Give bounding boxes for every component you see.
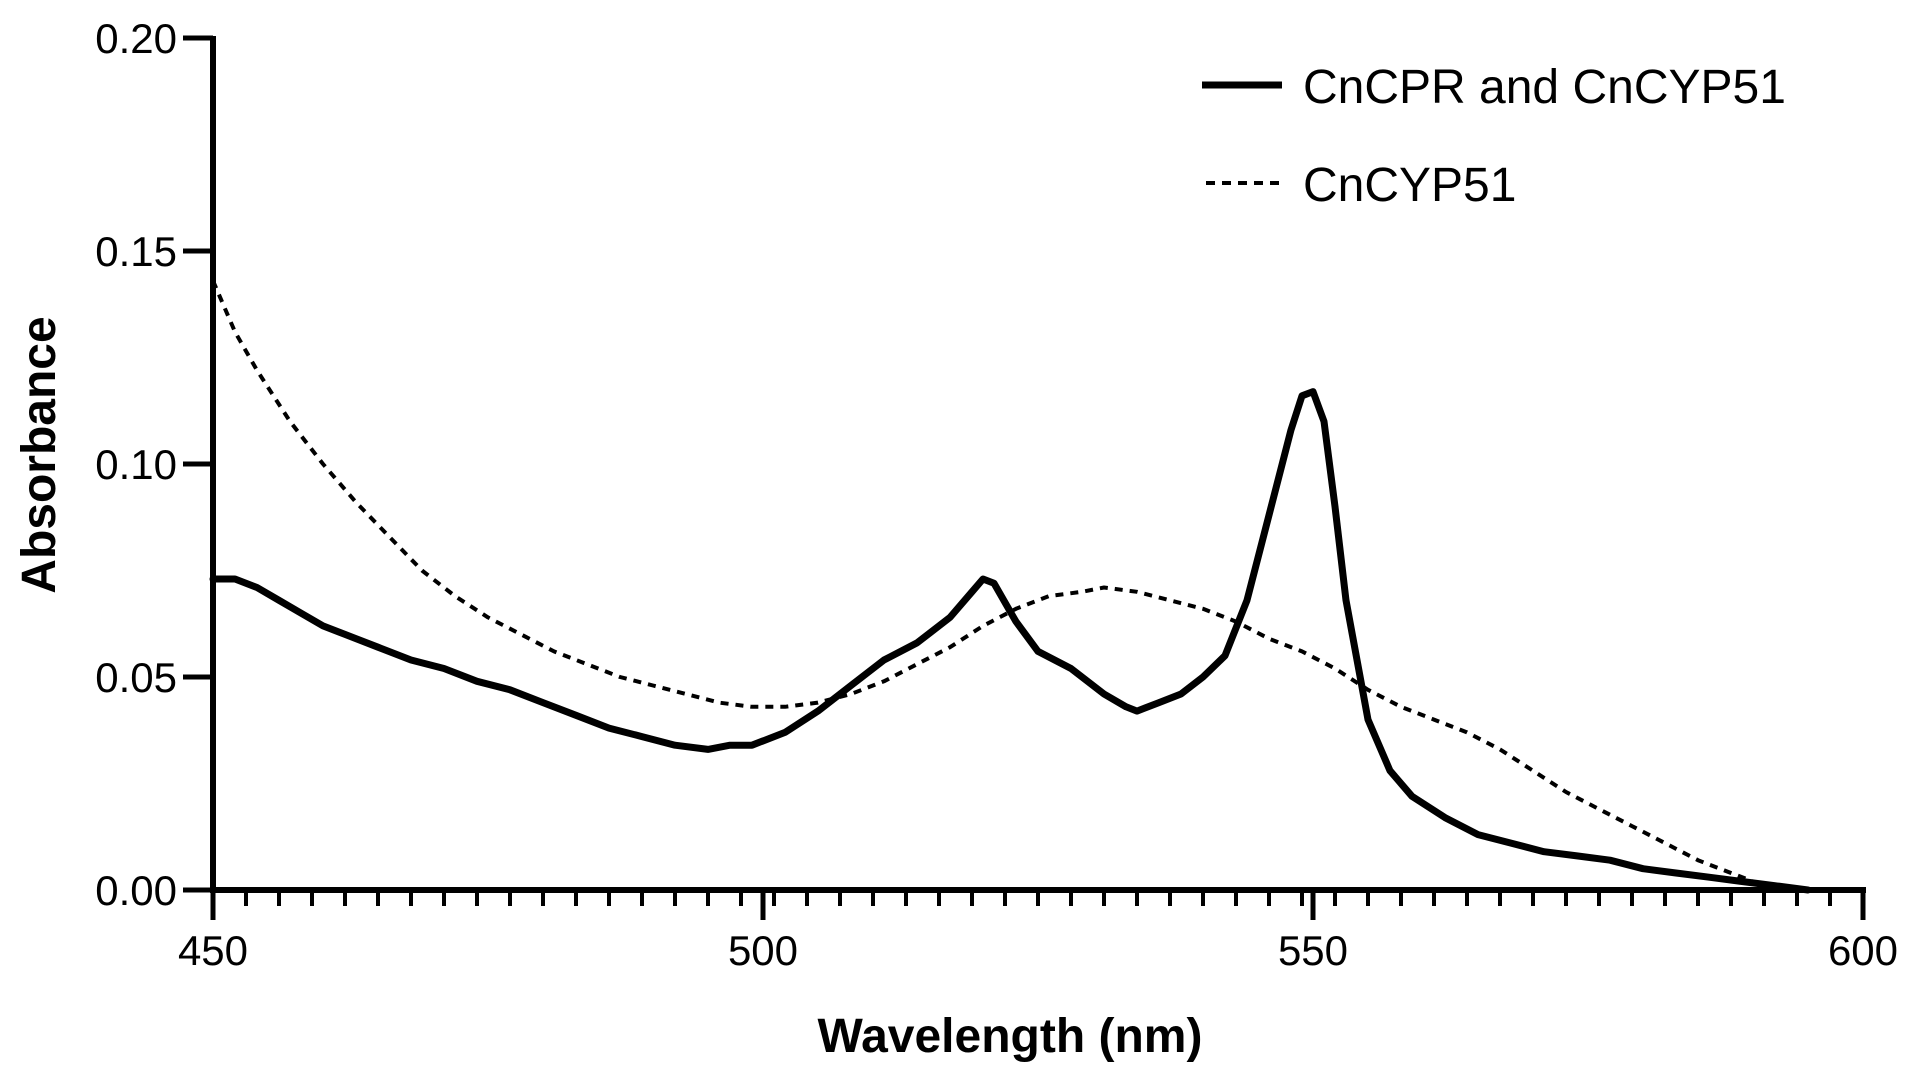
y-tick-label: 0.10 xyxy=(95,441,177,488)
x-tick-label: 500 xyxy=(728,927,798,974)
series-line-cncpr-and-cncyp51 xyxy=(209,388,1812,894)
series-line-cncyp51 xyxy=(211,280,1798,892)
x-axis-title: Wavelength (nm) xyxy=(818,1010,1203,1063)
legend-label-cncpr-cncyp51: CnCPR and CnCYP51 xyxy=(1303,61,1786,114)
x-tick-label: 450 xyxy=(178,927,248,974)
y-tick-label: 0.00 xyxy=(95,867,177,914)
axes: 0.00 0.05 0.10 0.15 0.20 450 500 550 600 xyxy=(95,15,1898,974)
y-tick-label: 0.15 xyxy=(95,228,177,275)
y-tick-label: 0.20 xyxy=(95,15,177,62)
x-tick-label: 550 xyxy=(1278,927,1348,974)
series-lines xyxy=(209,280,1812,894)
x-tick-label: 600 xyxy=(1828,927,1898,974)
y-axis-title: Absorbance xyxy=(13,316,66,593)
legend: CnCPR and CnCYP51 CnCYP51 xyxy=(1202,61,1786,212)
legend-label-cncyp51: CnCYP51 xyxy=(1303,159,1516,212)
y-tick-label: 0.05 xyxy=(95,654,177,701)
